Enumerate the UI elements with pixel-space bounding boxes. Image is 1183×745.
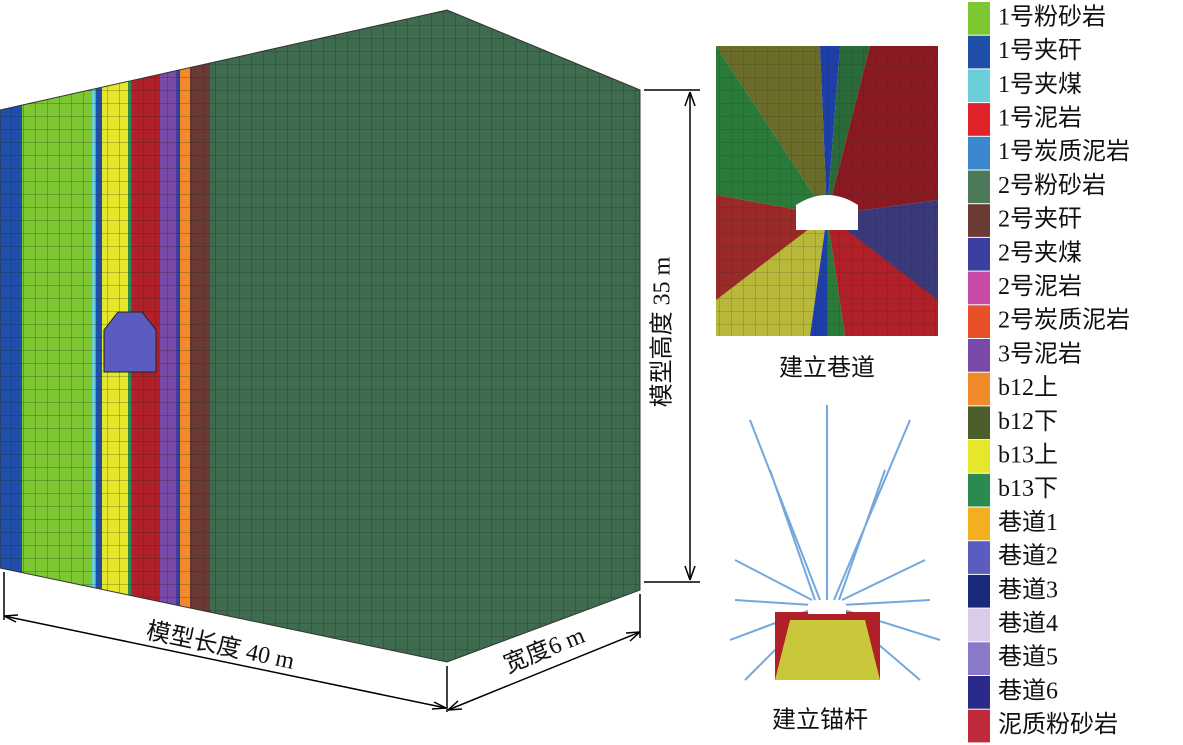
legend-label: b13上	[998, 441, 1058, 468]
legend-label: 3号泥岩	[998, 340, 1082, 367]
legend-label: 1号炭质泥岩	[998, 138, 1130, 165]
right-face-mesh	[447, 10, 640, 662]
legend-swatch	[968, 103, 990, 136]
legend-swatch	[968, 170, 990, 204]
legend: 1号粉砂岩 1号夹矸 1号夹煤 1号泥岩 1号炭质泥岩 2号粉砂岩 2号夹矸 2号夹煤 2号泥岩…	[968, 2, 1130, 743]
legend-swatch	[968, 271, 990, 305]
legend-swatch	[968, 574, 990, 608]
dimension-lines	[3, 89, 700, 712]
legend-swatch	[968, 709, 990, 743]
front-face	[0, 10, 447, 662]
legend-label: 巷道5	[998, 644, 1058, 671]
legend-swatch	[968, 440, 990, 473]
legend-label: 巷道6	[998, 677, 1058, 704]
height-label: 模型高度 35 m	[649, 256, 676, 407]
legend-label: 巷道3	[998, 576, 1058, 603]
legend-swatch	[968, 237, 990, 271]
legend-label: 1号粉砂岩	[998, 3, 1106, 30]
tunnel-image	[716, 46, 938, 336]
legend-label: 巷道2	[998, 543, 1058, 570]
legend-swatch	[968, 339, 990, 372]
legend-label: 巷道4	[998, 610, 1058, 637]
legend-label: b12上	[998, 374, 1058, 401]
legend-swatch	[968, 136, 990, 170]
legend-label: 2号粉砂岩	[998, 172, 1106, 199]
legend-label: 2号炭质泥岩	[998, 307, 1130, 334]
legend-label: 泥质粉砂岩	[998, 711, 1118, 738]
legend-swatch	[968, 35, 990, 69]
legend-label: b12下	[998, 409, 1058, 435]
legend-label: 1号泥岩	[998, 104, 1082, 131]
legend-swatch	[968, 642, 990, 675]
model	[0, 9, 641, 663]
legend-swatch	[968, 372, 990, 406]
legend-swatch	[968, 608, 990, 642]
legend-swatch	[968, 2, 990, 35]
anchor-caption: 建立锚杆	[772, 707, 868, 734]
legend-swatch	[968, 473, 990, 507]
legend-label: b13下	[998, 476, 1058, 502]
legend-label: 巷道1	[998, 509, 1058, 536]
legend-swatch	[968, 305, 990, 338]
legend-label: 2号夹煤	[998, 239, 1082, 266]
legend-swatch	[968, 676, 990, 709]
legend-label: 2号泥岩	[998, 273, 1082, 300]
legend-swatch	[968, 69, 990, 103]
legend-label: 1号夹矸	[998, 37, 1082, 64]
legend-swatch	[968, 541, 990, 574]
legend-label: 1号夹煤	[998, 71, 1082, 98]
tunnel-caption: 建立巷道	[779, 355, 875, 382]
anchor-tunnel	[775, 604, 880, 680]
legend-swatch	[968, 406, 990, 440]
legend-swatch	[968, 507, 990, 541]
legend-swatch	[968, 204, 990, 237]
legend-label: 2号夹矸	[998, 206, 1082, 233]
